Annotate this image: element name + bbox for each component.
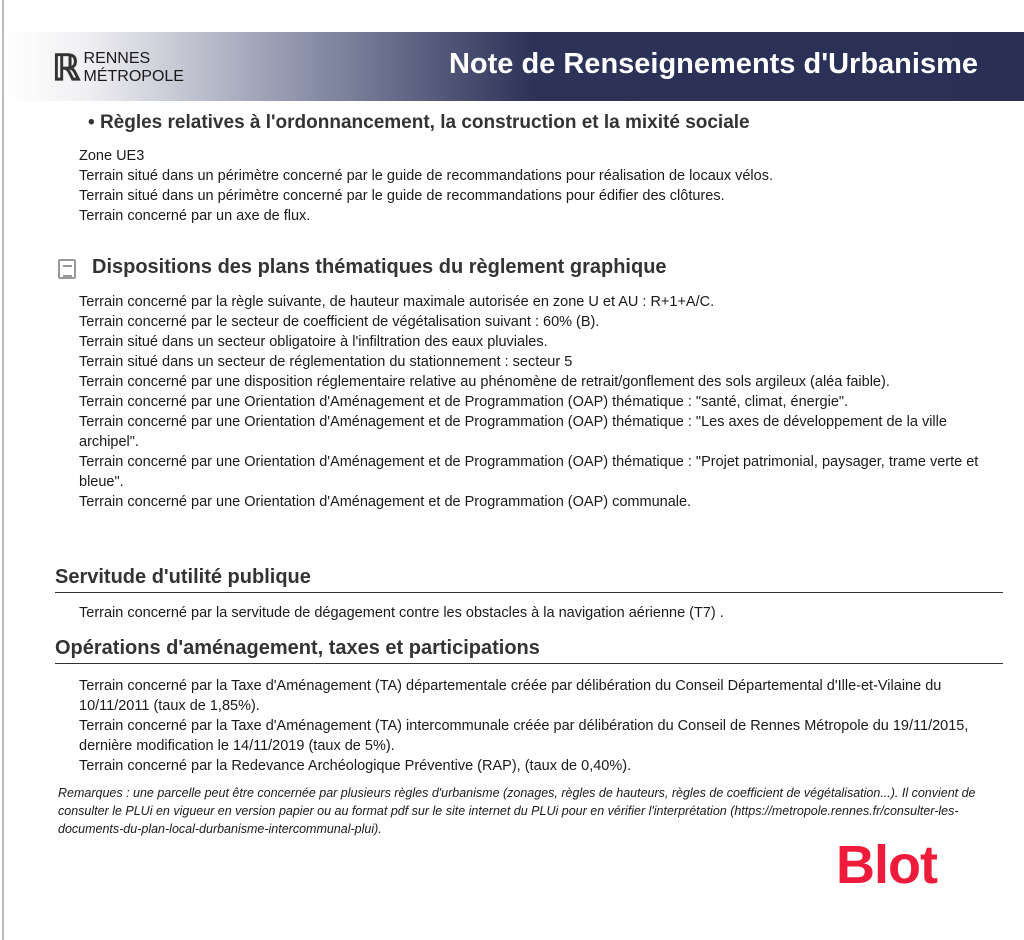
text-line: Terrain concerné par la Taxe d'Aménageme… [79,678,942,714]
blot-watermark: Blot [836,835,938,895]
operations-block: Terrain concerné par la Taxe d'Aménageme… [79,676,979,776]
text-line: Terrain concerné par une Orientation d'A… [79,454,979,490]
text-line: Terrain concerné par un axe de flux. [79,208,311,224]
text-line: Terrain concerné par la règle suivante, … [79,294,715,310]
text-line: Terrain concerné par la Taxe d'Aménageme… [79,718,969,754]
text-line: Terrain concerné par une disposition rég… [79,374,890,390]
dispositions-heading: Dispositions des plans thématiques du rè… [92,256,667,278]
rules-heading: • Règles relatives à l'ordonnancement, l… [88,112,750,133]
dispositions-block: Terrain concerné par la règle suivante, … [79,292,979,512]
logo-line1: RENNES [83,50,151,67]
servitude-block: Terrain concerné par la servitude de dég… [79,603,724,623]
servitude-heading: Servitude d'utilité publique [55,566,1003,593]
text-line: Terrain situé dans un périmètre concerné… [79,168,773,184]
text-line: Terrain concerné par une Orientation d'A… [79,494,692,510]
document-icon [58,259,76,279]
text-line: Terrain situé dans un secteur obligatoir… [79,334,548,350]
logo-line2: MÉTROPOLE [83,68,184,85]
logo-r-icon: ℝ [52,47,80,88]
text-line: Terrain concerné par une Orientation d'A… [79,414,947,450]
rennes-metropole-logo: ℝ RENNES MÉTROPOLE [52,50,184,86]
text-line: Terrain concerné par la Redevance Archéo… [79,758,632,774]
header-banner [4,32,1024,101]
text-line: Zone UE3 [79,148,145,164]
rules-block: Zone UE3 Terrain situé dans un périmètre… [79,146,773,226]
page-border [2,0,4,940]
operations-heading: Opérations d'aménagement, taxes et parti… [55,637,1003,664]
text-line: Terrain concerné par une Orientation d'A… [79,394,849,410]
text-line: Terrain concerné par le secteur de coeff… [79,314,600,330]
text-line: Terrain situé dans un périmètre concerné… [79,188,725,204]
remarks: Remarques : une parcelle peut être conce… [58,786,976,836]
text-line: Terrain concerné par la servitude de dég… [79,605,724,621]
page-title: Note de Renseignements d'Urbanisme [448,48,978,80]
text-line: Terrain situé dans un secteur de régleme… [79,354,573,370]
